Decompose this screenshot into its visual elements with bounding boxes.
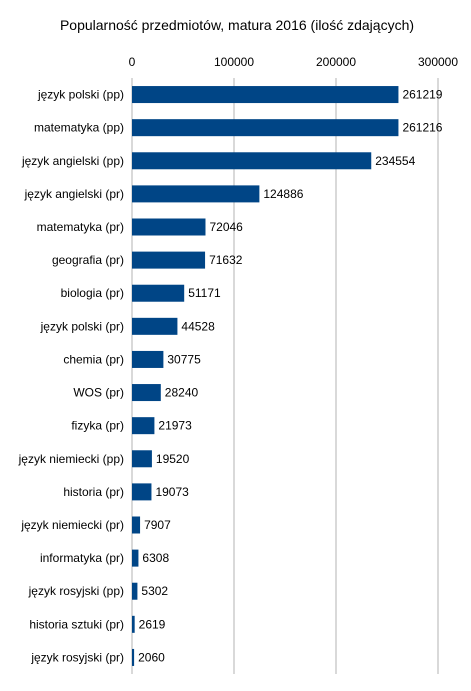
bar: [132, 350, 164, 368]
x-tick-label: 200000: [316, 55, 356, 69]
bar: [132, 152, 372, 170]
category-label: język angielski (pr): [24, 187, 124, 201]
category-label: fizyka (pr): [71, 419, 124, 433]
bar: [132, 251, 206, 269]
data-label: 261216: [402, 121, 442, 135]
bar: [132, 119, 399, 137]
data-label: 6308: [142, 551, 169, 565]
data-label: 51171: [188, 286, 221, 300]
category-label: WOS (pr): [73, 386, 124, 400]
data-label: 124886: [263, 187, 303, 201]
data-label: 261219: [402, 88, 442, 102]
data-label: 30775: [167, 352, 201, 366]
data-label: 21973: [158, 419, 192, 433]
grid-lines: [131, 78, 439, 674]
category-label: język polski (pp): [37, 88, 124, 102]
bar: [132, 582, 138, 600]
data-label: 2060: [138, 650, 165, 664]
category-label: język rosyjski (pp): [28, 584, 124, 598]
data-label: 19520: [156, 452, 190, 466]
data-labels: 261219 261216 234554 124886 72046 71632 51171 4…: [138, 88, 443, 665]
data-label: 44528: [181, 319, 215, 333]
data-label: 28240: [165, 386, 199, 400]
bar: [132, 648, 135, 666]
x-axis-ticks: 0 100000 200000 300000: [129, 55, 459, 69]
data-label: 5302: [141, 584, 168, 598]
bar: [132, 417, 155, 435]
category-labels: język polski (pp) matematyka (pp) język an…: [18, 88, 124, 665]
category-label: matematyka (pp): [34, 121, 124, 135]
data-label: 2619: [139, 617, 166, 631]
data-label: 19073: [155, 485, 189, 499]
category-label: historia sztuki (pr): [29, 617, 124, 631]
bar: [132, 549, 139, 567]
category-label: biologia (pr): [61, 286, 124, 300]
bar: [132, 218, 206, 236]
x-tick-label: 300000: [418, 55, 458, 69]
bar: [132, 185, 260, 203]
data-label: 72046: [209, 220, 243, 234]
data-label: 71632: [209, 253, 243, 267]
category-label: historia (pr): [63, 485, 124, 499]
data-label: 234554: [375, 154, 415, 168]
category-label: język angielski (pp): [21, 154, 124, 168]
bar: [132, 615, 135, 633]
bars: [132, 86, 399, 666]
bar: [132, 384, 161, 402]
category-label: geografia (pr): [52, 253, 124, 267]
category-label: matematyka (pr): [37, 220, 124, 234]
chart-title: Popularność przedmiotów, matura 2016 (il…: [60, 17, 414, 33]
bar: [132, 284, 185, 302]
x-tick-label: 0: [129, 55, 136, 69]
bar: [132, 86, 399, 104]
category-label: chemia (pr): [63, 352, 124, 366]
category-label: język polski (pr): [40, 319, 124, 333]
x-tick-label: 100000: [214, 55, 254, 69]
bar: [132, 450, 152, 468]
bar: [132, 483, 152, 501]
category-label: informatyka (pr): [40, 551, 124, 565]
data-label: 7907: [144, 518, 171, 532]
category-label: język rosyjski (pr): [30, 650, 124, 664]
category-label: język niemiecki (pp): [18, 452, 124, 466]
category-label: język niemiecki (pr): [20, 518, 124, 532]
bar: [132, 317, 178, 335]
bar: [132, 516, 141, 534]
